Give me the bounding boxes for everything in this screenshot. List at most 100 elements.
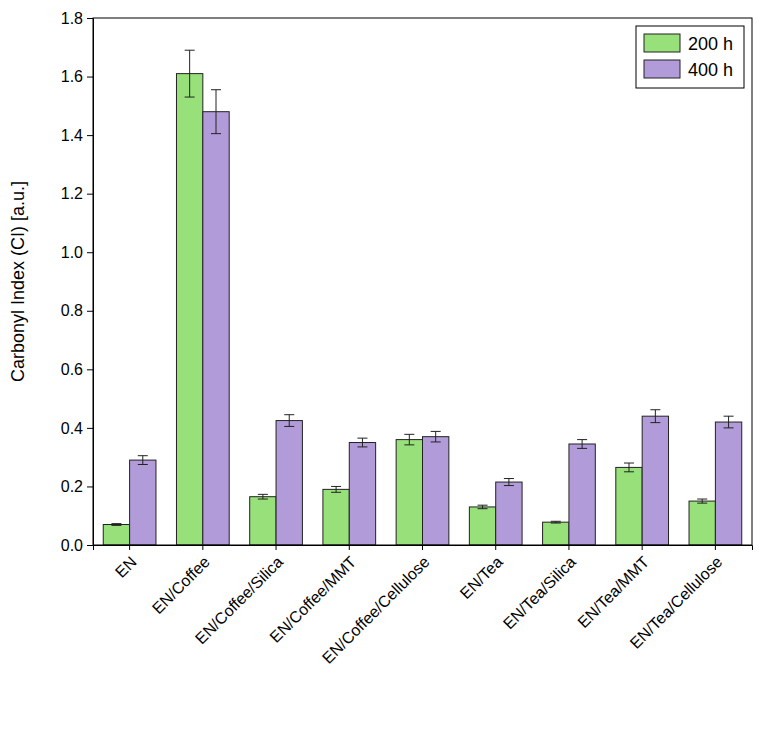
error-bar	[431, 431, 441, 442]
x-tick-label: EN/Tea/Silica	[500, 553, 579, 632]
legend: 200 h 400 h	[636, 26, 744, 88]
error-stem	[628, 463, 629, 472]
error-stem	[582, 440, 583, 449]
series	[103, 50, 715, 545]
y-tick: 1.6	[61, 68, 93, 85]
error-cap	[111, 525, 121, 526]
error-cap	[404, 434, 414, 435]
y-tick-mark	[87, 18, 93, 19]
error-cap	[185, 97, 195, 98]
error-cap	[284, 414, 294, 415]
error-cap	[211, 89, 221, 90]
bar	[349, 443, 375, 545]
error-stem	[336, 486, 337, 492]
y-tick-mark	[87, 369, 93, 370]
y-tick-label: 1.6	[61, 68, 83, 85]
error-bar	[724, 416, 734, 428]
error-bar	[331, 486, 341, 492]
bar	[496, 482, 522, 545]
legend-label: 400 h	[688, 60, 733, 80]
x-tick-label: EN/Coffee/Cellulose	[319, 553, 433, 667]
error-cap	[431, 431, 441, 432]
series	[130, 90, 742, 545]
error-cap	[211, 133, 221, 134]
error-cap	[478, 508, 488, 509]
bar	[396, 440, 422, 545]
y-tick-label: 0.0	[61, 537, 83, 554]
error-cap	[724, 416, 734, 417]
x-axis: ENEN/CoffeeEN/Coffee/SilicaEN/Coffee/MMT…	[94, 545, 753, 667]
x-tick-mark	[715, 545, 716, 550]
bar	[469, 507, 495, 545]
error-bar	[111, 524, 121, 526]
x-tick: EN/Coffee	[149, 545, 213, 617]
y-tick-label: 0.2	[61, 478, 83, 495]
error-stem	[289, 415, 290, 427]
y-tick: 0.4	[61, 420, 93, 437]
plot: 0.0 0.2 0.4 0.6 0.8 1.0 1.2 1.4 1.6 1.8 EN EN/Coffe…	[61, 10, 753, 667]
error-bar	[478, 505, 488, 509]
chart: 0.0 0.2 0.4 0.6 0.8 1.0 1.2 1.4 1.6 1.8 EN EN/Coffe…	[0, 0, 768, 751]
y-axis: 0.0 0.2 0.4 0.6 0.8 1.0 1.2 1.4 1.6 1.8	[61, 10, 94, 554]
error-bar	[624, 463, 634, 472]
error-bar	[284, 415, 294, 427]
y-tick: 0.2	[61, 478, 93, 495]
error-bar	[650, 410, 660, 423]
x-tick-label: EN/Tea	[457, 553, 506, 602]
y-tick-mark	[87, 545, 93, 546]
bar	[323, 489, 349, 545]
y-tick-mark	[87, 252, 93, 253]
error-cap	[331, 492, 341, 493]
y-axis-line	[87, 19, 94, 546]
bar	[203, 112, 229, 545]
bar	[130, 460, 156, 545]
error-cap	[185, 50, 195, 51]
error-cap	[357, 438, 367, 439]
y-tick: 1.8	[61, 10, 93, 27]
x-tick-label: EN	[112, 553, 140, 581]
error-cap	[624, 463, 634, 464]
y-tick: 1.0	[61, 244, 93, 261]
y-tick: 0.0	[61, 537, 93, 554]
x-tick-mark	[642, 545, 643, 550]
error-stem	[435, 431, 436, 442]
x-tick: EN/Tea	[457, 545, 506, 602]
x-tick-label: EN/Coffee	[149, 553, 213, 617]
y-tick-mark	[87, 428, 93, 429]
bar	[689, 501, 715, 545]
error-bar	[551, 521, 561, 523]
x-tick: EN/Coffee/Cellulose	[319, 545, 433, 667]
frame	[93, 18, 752, 545]
error-bar	[577, 440, 587, 449]
error-stem	[362, 438, 363, 447]
error-bar	[138, 456, 148, 465]
y-tick-label: 1.8	[61, 10, 83, 27]
error-cap	[111, 523, 121, 524]
y-tick-mark	[87, 486, 93, 487]
bar	[423, 437, 449, 545]
error-stem	[482, 505, 483, 509]
error-cap	[258, 499, 268, 500]
x-tick-label: EN/Tea/MMT	[574, 553, 652, 631]
error-stem	[655, 410, 656, 423]
error-cap	[650, 409, 660, 410]
bar	[715, 422, 741, 545]
error-stem	[142, 456, 143, 465]
y-tick: 1.2	[61, 185, 93, 202]
y-tick-label: 0.6	[61, 361, 83, 378]
error-stem	[262, 494, 263, 499]
bar	[176, 74, 202, 545]
error-cap	[138, 455, 148, 456]
x-tick-mark	[349, 545, 350, 550]
legend-box	[636, 26, 744, 88]
y-tick-label: 1.4	[61, 127, 83, 144]
error-cap	[724, 427, 734, 428]
legend-label: 200 h	[688, 34, 733, 54]
error-cap	[404, 444, 414, 445]
marks	[103, 50, 741, 545]
error-bar	[697, 499, 707, 503]
y-tick-label: 0.8	[61, 302, 83, 319]
error-cap	[331, 486, 341, 487]
y-tick-label: 1.2	[61, 185, 83, 202]
bar	[276, 421, 302, 545]
